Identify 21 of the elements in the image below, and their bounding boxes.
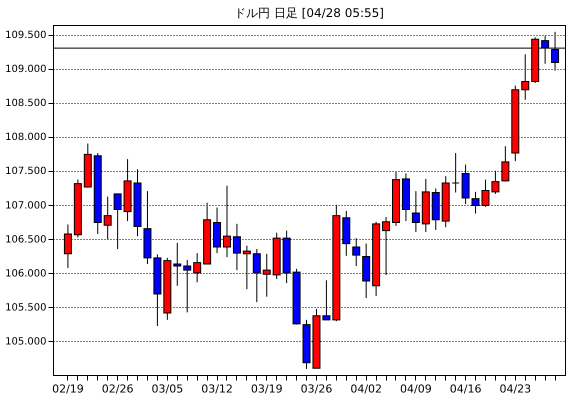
y-tick-label: 109.000 <box>5 64 46 76</box>
y-tick-label: 105.000 <box>5 336 46 348</box>
y-tick-label: 106.000 <box>5 268 46 280</box>
y-tick-label: 107.500 <box>5 166 46 178</box>
y-tick-label: 109.500 <box>5 30 46 42</box>
x-tick-label: 04/23 <box>499 382 532 396</box>
x-tick-label: 04/09 <box>400 382 432 396</box>
x-tick-label: 04/02 <box>350 382 382 396</box>
x-tick-label: 02/26 <box>102 382 134 396</box>
y-tick-label: 105.500 <box>5 302 46 314</box>
x-tick-label: 04/16 <box>450 382 482 396</box>
y-tick-label: 107.000 <box>5 200 46 212</box>
x-tick-label: 03/05 <box>151 382 184 396</box>
y-tick-label: 108.500 <box>5 98 46 110</box>
y-tick-label: 108.000 <box>5 132 46 144</box>
x-tick-label: 03/19 <box>250 382 283 396</box>
x-tick-label: 02/19 <box>52 382 84 396</box>
y-tick-label: 106.500 <box>5 234 46 246</box>
x-tick-label: 03/26 <box>300 382 332 396</box>
x-tick-label: 03/12 <box>201 382 233 396</box>
chart-title: ドル円 日足 [04/28 05:55] <box>234 6 384 20</box>
